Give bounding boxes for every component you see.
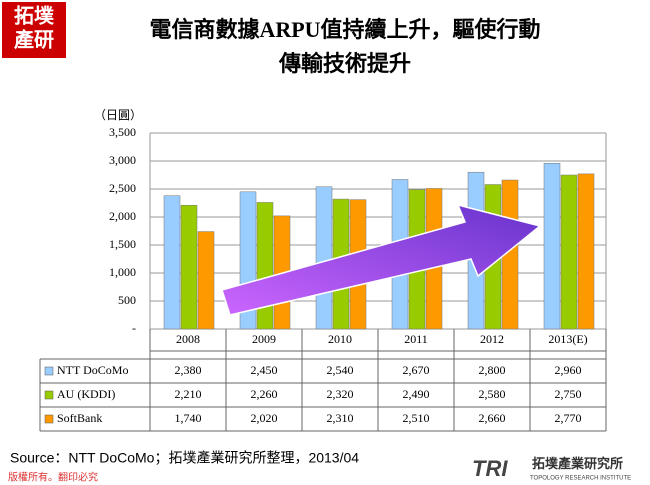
chart-title: 電信商數據ARPU值持續上升，驅使行動 bbox=[149, 17, 540, 42]
bar bbox=[180, 204, 198, 330]
bar bbox=[197, 231, 215, 330]
y-tick-label: 2,000 bbox=[109, 209, 136, 223]
legend-swatch bbox=[44, 414, 54, 424]
bar bbox=[577, 173, 595, 330]
x-tick-label: 2010 bbox=[328, 332, 352, 346]
bar bbox=[543, 162, 561, 330]
x-tick-label: 2008 bbox=[176, 332, 200, 346]
bar bbox=[315, 186, 333, 330]
value-label: 2,580 bbox=[479, 387, 506, 401]
y-tick-label: 3,000 bbox=[109, 153, 136, 167]
logo-text: 拓墣 bbox=[14, 5, 55, 28]
bar bbox=[256, 202, 274, 330]
y-tick-label: 500 bbox=[118, 293, 136, 307]
logo-box bbox=[2, 2, 66, 58]
legend-swatch bbox=[44, 366, 54, 376]
value-label: 2,800 bbox=[479, 363, 506, 377]
value-label: 2,540 bbox=[327, 363, 354, 377]
bar bbox=[560, 174, 578, 330]
copyright: 版權所有。翻印必究 bbox=[8, 471, 98, 484]
value-label: 2,490 bbox=[403, 387, 430, 401]
legend-swatch bbox=[44, 390, 54, 400]
legend-label: NTT DoCoMo bbox=[57, 363, 128, 377]
y-tick-label: 2,500 bbox=[109, 181, 136, 195]
logo-text: 產研 bbox=[14, 28, 54, 52]
y-tick-label: 1,000 bbox=[109, 265, 136, 279]
x-tick-label: 2013(E) bbox=[548, 332, 587, 346]
legend-label: SoftBank bbox=[57, 411, 102, 425]
x-tick-label: 2011 bbox=[404, 332, 428, 346]
y-tick-label: - bbox=[132, 321, 136, 335]
trend-arrow bbox=[221, 203, 542, 316]
value-label: 2,750 bbox=[555, 387, 582, 401]
value-label: 2,770 bbox=[555, 411, 582, 425]
value-label: 1,740 bbox=[175, 411, 202, 425]
value-label: 2,210 bbox=[175, 387, 202, 401]
value-label: 2,260 bbox=[251, 387, 278, 401]
source: Source：NTT DoCoMo；拓墣產業研究所整理，2013/04 bbox=[10, 450, 359, 467]
x-tick-label: 2012 bbox=[480, 332, 504, 346]
value-label: 2,660 bbox=[479, 411, 506, 425]
brand: TRI bbox=[472, 456, 508, 481]
bar bbox=[163, 195, 181, 330]
legend-label: AU (KDDI) bbox=[57, 387, 115, 401]
y-tick-label: 3,500 bbox=[109, 125, 136, 139]
value-label: 2,960 bbox=[555, 363, 582, 377]
y-unit: （日圓） bbox=[94, 108, 142, 122]
value-label: 2,310 bbox=[327, 411, 354, 425]
value-label: 2,670 bbox=[403, 363, 430, 377]
brand-name: 拓墣產業研究所 bbox=[532, 456, 623, 471]
value-label: 2,380 bbox=[175, 363, 202, 377]
y-tick-label: 1,500 bbox=[109, 237, 136, 251]
chart-title: 傳輸技術提升 bbox=[278, 51, 411, 76]
value-label: 2,450 bbox=[251, 363, 278, 377]
value-label: 2,510 bbox=[403, 411, 430, 425]
value-label: 2,020 bbox=[251, 411, 278, 425]
brand-en: TOPOLOGY RESEARCH INSTITUTE bbox=[530, 476, 631, 482]
value-label: 2,320 bbox=[327, 387, 354, 401]
x-tick-label: 2009 bbox=[252, 332, 276, 346]
